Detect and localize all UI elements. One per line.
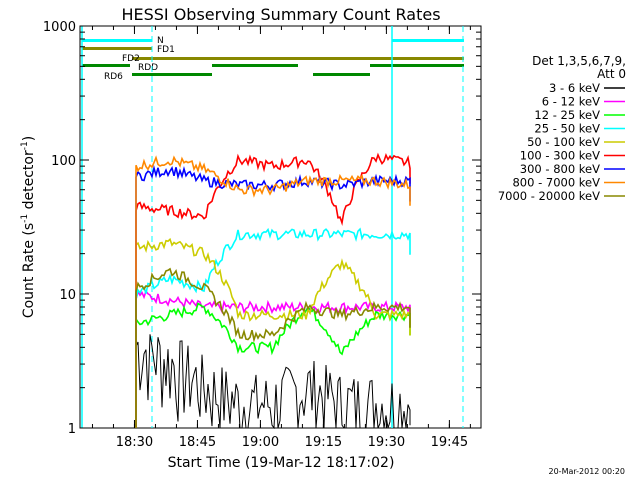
y-axis-label-sup1: -1: [20, 214, 30, 223]
y-axis: 1 10 100 1000: [43, 20, 481, 437]
x-tick-label: 19:30: [368, 435, 405, 450]
legend-label: 12 - 25 keV: [534, 108, 600, 122]
y-tick-label: 10: [59, 288, 76, 303]
flag-label: RD6: [104, 72, 123, 82]
x-tick-label: 19:15: [305, 435, 342, 450]
series-line: [135, 155, 411, 428]
x-axis-label: Start Time (19-Mar-12 18:17:02): [168, 455, 395, 471]
flag-bar-RDD: [212, 64, 298, 67]
flag-bar-FD1: [82, 47, 152, 50]
legend-label: 300 - 800 keV: [520, 162, 600, 176]
series-line: [135, 302, 411, 428]
y-axis-label-end: ): [21, 136, 37, 141]
x-tick-label: 19:00: [242, 435, 279, 450]
series-line: [135, 267, 411, 428]
footer-date: 20-Mar-2012 00:20: [549, 467, 626, 476]
flag-bar-RDD: [82, 64, 130, 67]
flag-bar-N: [82, 39, 152, 42]
y-axis-label-mid: detector: [21, 150, 37, 214]
legend-header-line1: Det 1,3,5,6,7,9,: [532, 54, 626, 68]
legend-label: 25 - 50 keV: [534, 122, 600, 136]
y-axis-label: Count Rate (s-1 detector-1): [20, 136, 37, 318]
legend-label: 100 - 300 keV: [520, 149, 600, 163]
x-axis: 18:30 18:45 19:00 19:15 19:30 19:45: [91, 26, 471, 450]
flag-bar-RD6: [132, 73, 212, 76]
legend-header-line2: Att 0: [597, 67, 626, 81]
flag-label: N: [157, 36, 164, 46]
flag-label: FD1: [157, 45, 175, 55]
flag-bar-N: [392, 39, 464, 42]
x-tick-label: 18:45: [179, 435, 216, 450]
flag-bar-FD2: [132, 57, 464, 60]
flag-label: RDD: [138, 63, 158, 73]
series-line: [135, 237, 411, 428]
plot-frame: [79, 25, 482, 429]
series-line: [135, 289, 411, 428]
y-axis-label-main: Count Rate (s: [21, 223, 37, 318]
x-tick-label: 19:45: [431, 435, 468, 450]
series-lines: [135, 152, 411, 430]
legend-label: 50 - 100 keV: [527, 135, 600, 149]
y-tick-label: 1000: [43, 20, 76, 35]
legend-label: 3 - 6 keV: [549, 81, 600, 95]
legend-label: 7000 - 20000 keV: [498, 189, 600, 203]
y-tick-label: 100: [51, 154, 76, 169]
series-line: [135, 227, 411, 428]
x-tick-label: 18:30: [116, 435, 153, 450]
y-axis-label-sup2: -1: [20, 141, 30, 150]
series-line: [135, 152, 411, 428]
flag-label: FD2: [122, 54, 140, 64]
chart-title: HESSI Observing Summary Count Rates: [121, 5, 440, 24]
flag-bar-RDD: [370, 64, 464, 67]
flag-bar-RD6: [313, 73, 370, 76]
legend-label: 800 - 7000 keV: [512, 176, 600, 190]
legend-label: 6 - 12 keV: [542, 95, 600, 109]
y-tick-label: 1: [68, 422, 76, 437]
